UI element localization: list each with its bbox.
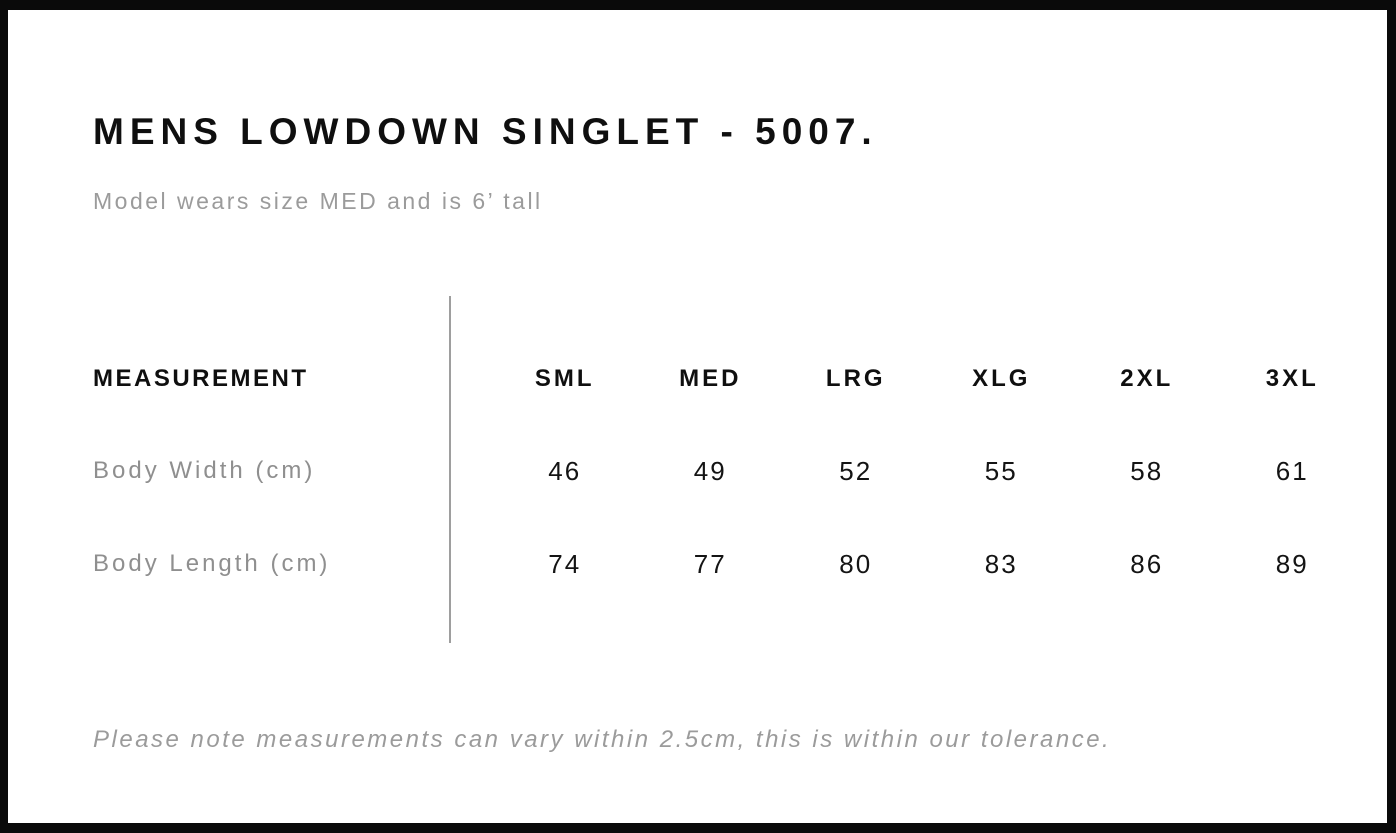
body-width-xlg: 55 — [984, 455, 1018, 486]
measurement-column-header: MEASUREMENT — [93, 365, 309, 392]
body-length-lrg: 80 — [839, 548, 873, 579]
body-length-3xl: 89 — [1275, 548, 1309, 579]
body-width-3xl: 61 — [1275, 455, 1309, 486]
size-header-med: MED — [679, 365, 742, 392]
body-length-med: 77 — [693, 548, 727, 579]
row-label-body-length: Body Length (cm) — [93, 550, 331, 577]
table-vertical-divider — [449, 296, 451, 643]
size-header-2xl: 2XL — [1120, 365, 1174, 392]
model-size-info: Model wears size MED and is 6’ tall — [93, 188, 543, 214]
body-width-med: 49 — [693, 455, 727, 486]
row-label-body-width: Body Width (cm) — [93, 457, 316, 484]
body-length-sml: 74 — [548, 548, 582, 579]
size-header-xlg: XLG — [972, 365, 1031, 392]
page-title: MENS LOWDOWN SINGLET - 5007. — [93, 111, 878, 152]
size-header-3xl: 3XL — [1265, 365, 1319, 392]
body-width-sml: 46 — [548, 455, 582, 486]
body-length-2xl: 86 — [1130, 548, 1164, 579]
tolerance-note: Please note measurements can vary within… — [93, 726, 1112, 753]
table-row-body-length: Body Length (cm) 74 77 80 83 86 89 — [93, 543, 1365, 585]
size-header-sml: SML — [534, 365, 595, 392]
table-row-body-width: Body Width (cm) 46 49 52 55 58 61 — [93, 450, 1365, 492]
size-header-lrg: LRG — [825, 365, 886, 392]
body-length-xlg: 83 — [984, 548, 1018, 579]
body-width-lrg: 52 — [839, 455, 873, 486]
body-width-2xl: 58 — [1130, 455, 1164, 486]
size-chart-header-row: MEASUREMENT SML MED LRG XLG 2XL 3XL — [93, 358, 1365, 400]
